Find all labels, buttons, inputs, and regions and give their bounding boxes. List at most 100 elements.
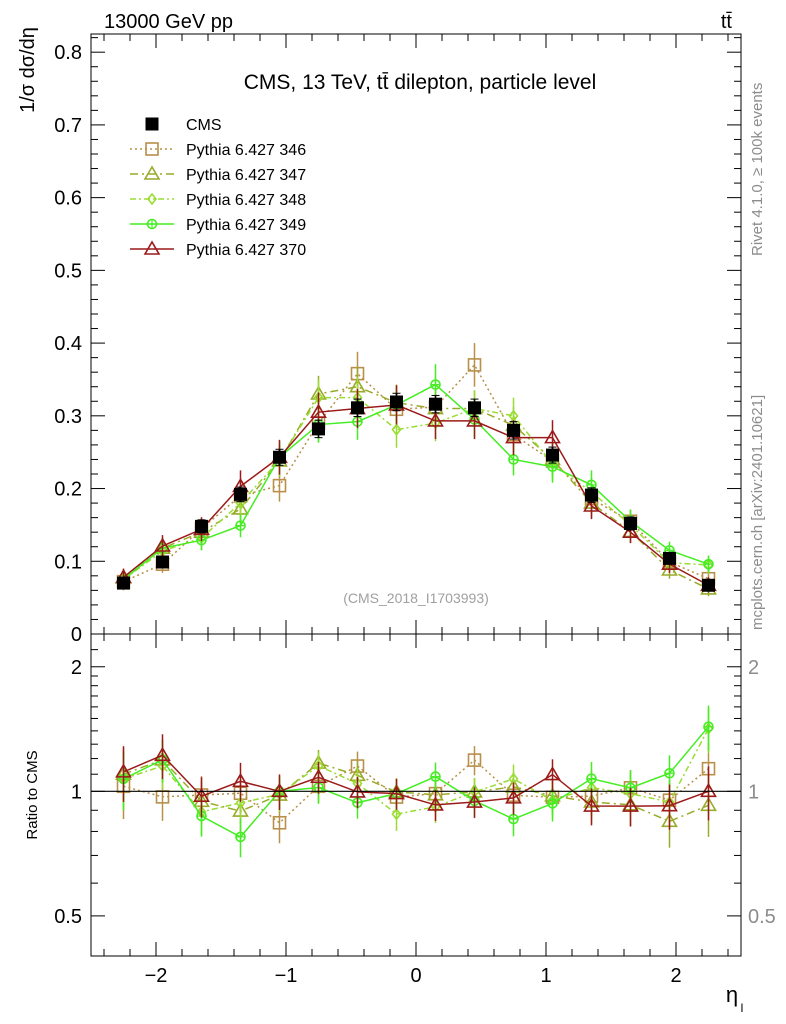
y-tick-label: 0.7 [54, 115, 82, 137]
ratio-line [123, 728, 710, 815]
ratio-line [123, 726, 710, 838]
data-point [624, 516, 637, 530]
ratio-point [586, 773, 597, 784]
x-tick-label: 0 [410, 965, 421, 987]
series-point [622, 523, 639, 538]
y-axis-label: 1/σ dσ/dη [17, 27, 39, 113]
series-5 [115, 385, 717, 593]
ratio-tick-label: 1 [71, 781, 82, 803]
analysis-id: (CMS_2018_I1703993) [343, 590, 489, 606]
ratio-point [661, 797, 678, 812]
ratio-tick-label: 2 [71, 657, 82, 679]
y-tick-label: 0.8 [54, 42, 82, 64]
ratio-point [115, 763, 132, 778]
ratio-tick-label-right: 2 [748, 657, 759, 679]
ratio-point [430, 771, 441, 782]
x-tick-label: 2 [670, 965, 681, 987]
legend-marker-data [145, 117, 159, 131]
data-point [390, 395, 403, 409]
data-point [234, 487, 247, 501]
ratio-point [427, 796, 444, 811]
ratio-point [547, 798, 558, 809]
data-point [117, 576, 130, 590]
data-point [429, 397, 442, 411]
ratio-point [391, 807, 402, 821]
series-point [703, 558, 714, 570]
ratio-point [466, 793, 483, 808]
y-tick-label: 0 [71, 624, 82, 646]
legend-label: Pythia 6.427 346 [186, 142, 306, 159]
data-point [507, 423, 520, 437]
ratio-tick-label-right: 1 [748, 781, 759, 803]
ratio-point [272, 815, 287, 830]
ratio-series-3 [118, 707, 714, 836]
ratio-point [235, 831, 246, 843]
data-point [351, 401, 364, 415]
ratio-point [193, 787, 210, 803]
legend-marker [145, 142, 159, 156]
legend-marker [143, 165, 161, 180]
series-point [272, 478, 287, 493]
data-point [312, 422, 325, 436]
ratio-point [388, 785, 405, 800]
side-label-top: Rivet 4.1.0, ≥ 100k events [749, 83, 766, 256]
chart-title: CMS, 13 TeV, tt̄ dilepton, particle leve… [244, 71, 597, 94]
ratio-point [583, 797, 600, 812]
ratio-point [508, 813, 519, 825]
series-line [123, 383, 709, 581]
series-point [544, 429, 561, 444]
y-tick-label: 0.1 [54, 551, 82, 573]
series-point [583, 497, 600, 512]
ratio-point [505, 789, 522, 804]
legend: CMS Pythia 6.427 346 Pythia 6.427 347 Pythi… [130, 117, 306, 259]
series-point [508, 454, 519, 465]
data-series [117, 392, 715, 592]
side-label-bottom: mcplots.cern.ch [arXiv:2401.10621] [749, 395, 766, 630]
x-axis-label: η [726, 982, 738, 1007]
series-point [154, 537, 171, 552]
ratio-y-label: Ratio to CMS [24, 750, 41, 839]
ratio-axes: −2 −1 0 1 2 0.5 0.5 1 1 2 2 [54, 634, 776, 987]
ratio-point [544, 766, 561, 781]
ratio-point [467, 753, 482, 767]
ratio-series-5 [115, 734, 717, 830]
ratio-line [123, 759, 709, 824]
series-4 [118, 364, 714, 589]
y-tick-label: 0.5 [54, 260, 82, 282]
ratio-point [622, 797, 639, 812]
ratio-point [271, 782, 288, 798]
y-tick-label: 0.2 [54, 479, 82, 501]
series-point [391, 423, 402, 436]
ratio-point [235, 796, 246, 810]
legend-label: Pythia 6.427 349 [186, 217, 306, 234]
legend-label-data: CMS [186, 117, 222, 134]
x-tick-label: −2 [145, 965, 168, 987]
series-line [123, 363, 709, 583]
ratio-tick-label-right: 0.5 [748, 906, 776, 928]
legend-label: Pythia 6.427 348 [186, 192, 306, 209]
ratio-point [700, 782, 717, 798]
data-point [702, 578, 715, 592]
legend-marker [146, 192, 158, 206]
series-point [427, 412, 444, 427]
y-tick-label: 0.4 [54, 333, 82, 355]
x-axis-label-sub: l [741, 1001, 744, 1015]
series-point [467, 358, 482, 372]
main-panel: 0 0.1 0.2 0.3 0.4 0.5 0.6 0.7 0.8 CMS, 13 TeV, t… [17, 27, 742, 646]
series-2 [115, 366, 717, 597]
legend-marker [143, 240, 161, 255]
y-tick-label: 0.6 [54, 188, 82, 210]
ratio-point [310, 768, 327, 784]
data-point [546, 448, 559, 462]
ratio-point [154, 746, 171, 762]
series-1 [116, 343, 716, 591]
series-point [466, 412, 483, 427]
data-point [468, 401, 481, 415]
ratio-line [123, 754, 709, 807]
series-point [235, 520, 246, 531]
x-tick-label: −1 [275, 965, 298, 987]
ratio-point [703, 721, 714, 732]
series-point [430, 379, 441, 390]
data-point [195, 519, 208, 533]
